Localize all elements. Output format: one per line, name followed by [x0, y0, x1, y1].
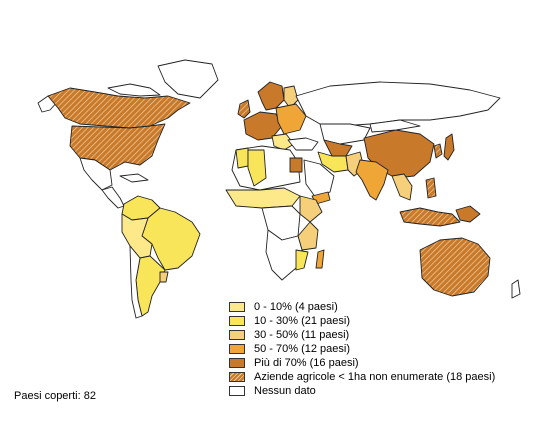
- papua-region: [455, 205, 481, 223]
- russia-region: [295, 81, 501, 127]
- countries-covered-note: Paesi coperti: 82: [14, 390, 96, 402]
- ethiopia-region: [299, 195, 323, 223]
- indochina-region: [391, 173, 413, 201]
- legend-item: Più di 70% (16 paesi): [229, 356, 495, 370]
- legend-swatch: [229, 302, 245, 312]
- new-zealand: [511, 279, 521, 299]
- legend-swatch: [229, 358, 245, 368]
- legend-label: 50 - 70% (12 paesi): [254, 343, 350, 355]
- uk-region: [237, 99, 251, 119]
- japan-region: [443, 133, 455, 161]
- legend-item: 0 - 10% (4 paesi): [229, 300, 495, 314]
- greenland: [157, 59, 219, 99]
- legend-swatch: [229, 316, 245, 326]
- central-america-region: [101, 186, 125, 209]
- canada-islands: [107, 83, 161, 97]
- legend-swatch: [229, 386, 245, 396]
- argentina-region: [135, 255, 166, 317]
- algeria-region: [247, 149, 267, 187]
- uruguay-region: [159, 271, 169, 283]
- madagascar: [315, 249, 325, 269]
- korea-region: [433, 143, 443, 159]
- philippines-region: [425, 177, 437, 199]
- legend-label: 0 - 10% (4 paesi): [254, 301, 338, 313]
- legend-item: 50 - 70% (12 paesi): [229, 342, 495, 356]
- australia-region: [419, 237, 491, 297]
- sahel-region: [225, 187, 301, 209]
- map-legend: 0 - 10% (4 paesi) 10 - 30% (21 paesi) 30…: [229, 300, 495, 398]
- mexico-region: [79, 157, 113, 191]
- mongolia-region: [369, 119, 421, 133]
- indonesia-region: [399, 207, 461, 227]
- central-asia-region: [323, 139, 353, 157]
- legend-label: Più di 70% (16 paesi): [254, 357, 359, 369]
- western-europe-region: [243, 111, 283, 141]
- legend-item: 30 - 50% (11 paesi): [229, 328, 495, 342]
- chile-region: [129, 245, 143, 319]
- egypt-region: [289, 157, 303, 173]
- balkans-region: [271, 133, 295, 151]
- mozambique-region: [295, 249, 309, 271]
- arabia-region: [303, 159, 335, 199]
- legend-label: Aziende agricole < 1ha non enumerate (18…: [254, 371, 496, 383]
- morocco-region: [235, 147, 249, 169]
- india-region: [355, 159, 389, 201]
- turkey-region: [287, 137, 319, 151]
- legend-swatch-hatched: [229, 372, 245, 382]
- legend-item: 10 - 30% (21 paesi): [229, 314, 495, 328]
- legend-label: Nessun dato: [254, 385, 316, 397]
- legend-swatch: [229, 330, 245, 340]
- legend-item: Nessun dato: [229, 384, 495, 398]
- legend-swatch: [229, 344, 245, 354]
- caribbean-region: [119, 173, 149, 183]
- eastern-europe-region: [275, 103, 307, 135]
- legend-label: 30 - 50% (11 paesi): [254, 329, 350, 341]
- canada-region: [47, 87, 191, 129]
- legend-item: Aziende agricole < 1ha non enumerate (18…: [229, 370, 495, 384]
- scandinavia-region: [257, 81, 285, 111]
- peru-bolivia-region: [121, 213, 153, 259]
- legend-label: 10 - 30% (21 paesi): [254, 315, 350, 327]
